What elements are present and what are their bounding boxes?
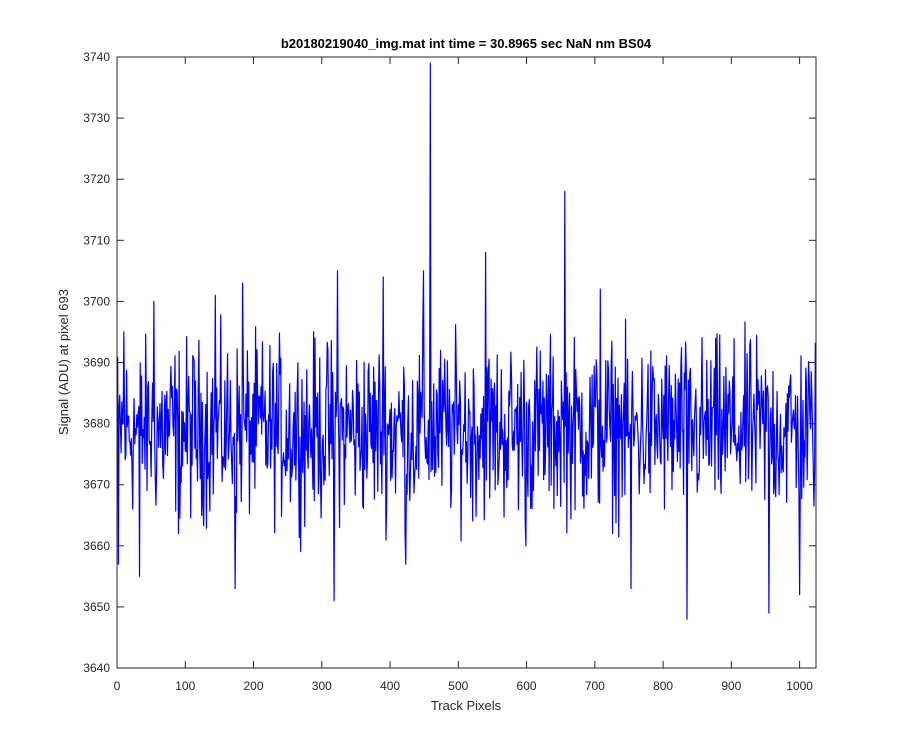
x-tick-label: 600 bbox=[517, 679, 537, 693]
x-tick-label: 700 bbox=[585, 679, 605, 693]
y-tick-label: 3700 bbox=[83, 294, 110, 308]
x-tick-label: 900 bbox=[721, 679, 741, 693]
x-tick-label: 400 bbox=[380, 679, 400, 693]
x-tick-label: 800 bbox=[653, 679, 673, 693]
x-tick-label: 0 bbox=[114, 679, 121, 693]
series-layer bbox=[116, 62, 816, 620]
y-tick-label: 3670 bbox=[83, 478, 110, 492]
y-tick-label: 3660 bbox=[83, 539, 110, 553]
y-tick-label: 3720 bbox=[83, 172, 110, 186]
y-axis-label: Signal (ADU) at pixel 693 bbox=[56, 289, 71, 435]
x-tick-label: 300 bbox=[312, 679, 332, 693]
x-axis-label: Track Pixels bbox=[431, 698, 502, 713]
y-tick-label: 3680 bbox=[83, 417, 110, 431]
x-tick-label: 1000 bbox=[786, 679, 813, 693]
y-tick-label: 3710 bbox=[83, 233, 110, 247]
y-tick-label: 3740 bbox=[83, 50, 110, 64]
y-tick-label: 3650 bbox=[83, 600, 110, 614]
y-axis: 3640 3650 3660 3670 3680 3690 3700 3710 3720 3730… bbox=[83, 50, 816, 675]
x-tick-label: 200 bbox=[244, 679, 264, 693]
y-tick-label: 3640 bbox=[83, 661, 110, 675]
y-tick-label: 3690 bbox=[83, 356, 110, 370]
series-line bbox=[116, 62, 816, 620]
chart-title: b20180219040_img.mat int time = 30.8965 … bbox=[281, 36, 652, 51]
x-tick-label: 100 bbox=[175, 679, 195, 693]
y-tick-label: 3730 bbox=[83, 111, 110, 125]
plot-area bbox=[117, 57, 816, 668]
x-axis: 0 100 200 300 400 500 600 700 800 900 1000 bbox=[114, 57, 813, 693]
x-tick-label: 500 bbox=[448, 679, 468, 693]
